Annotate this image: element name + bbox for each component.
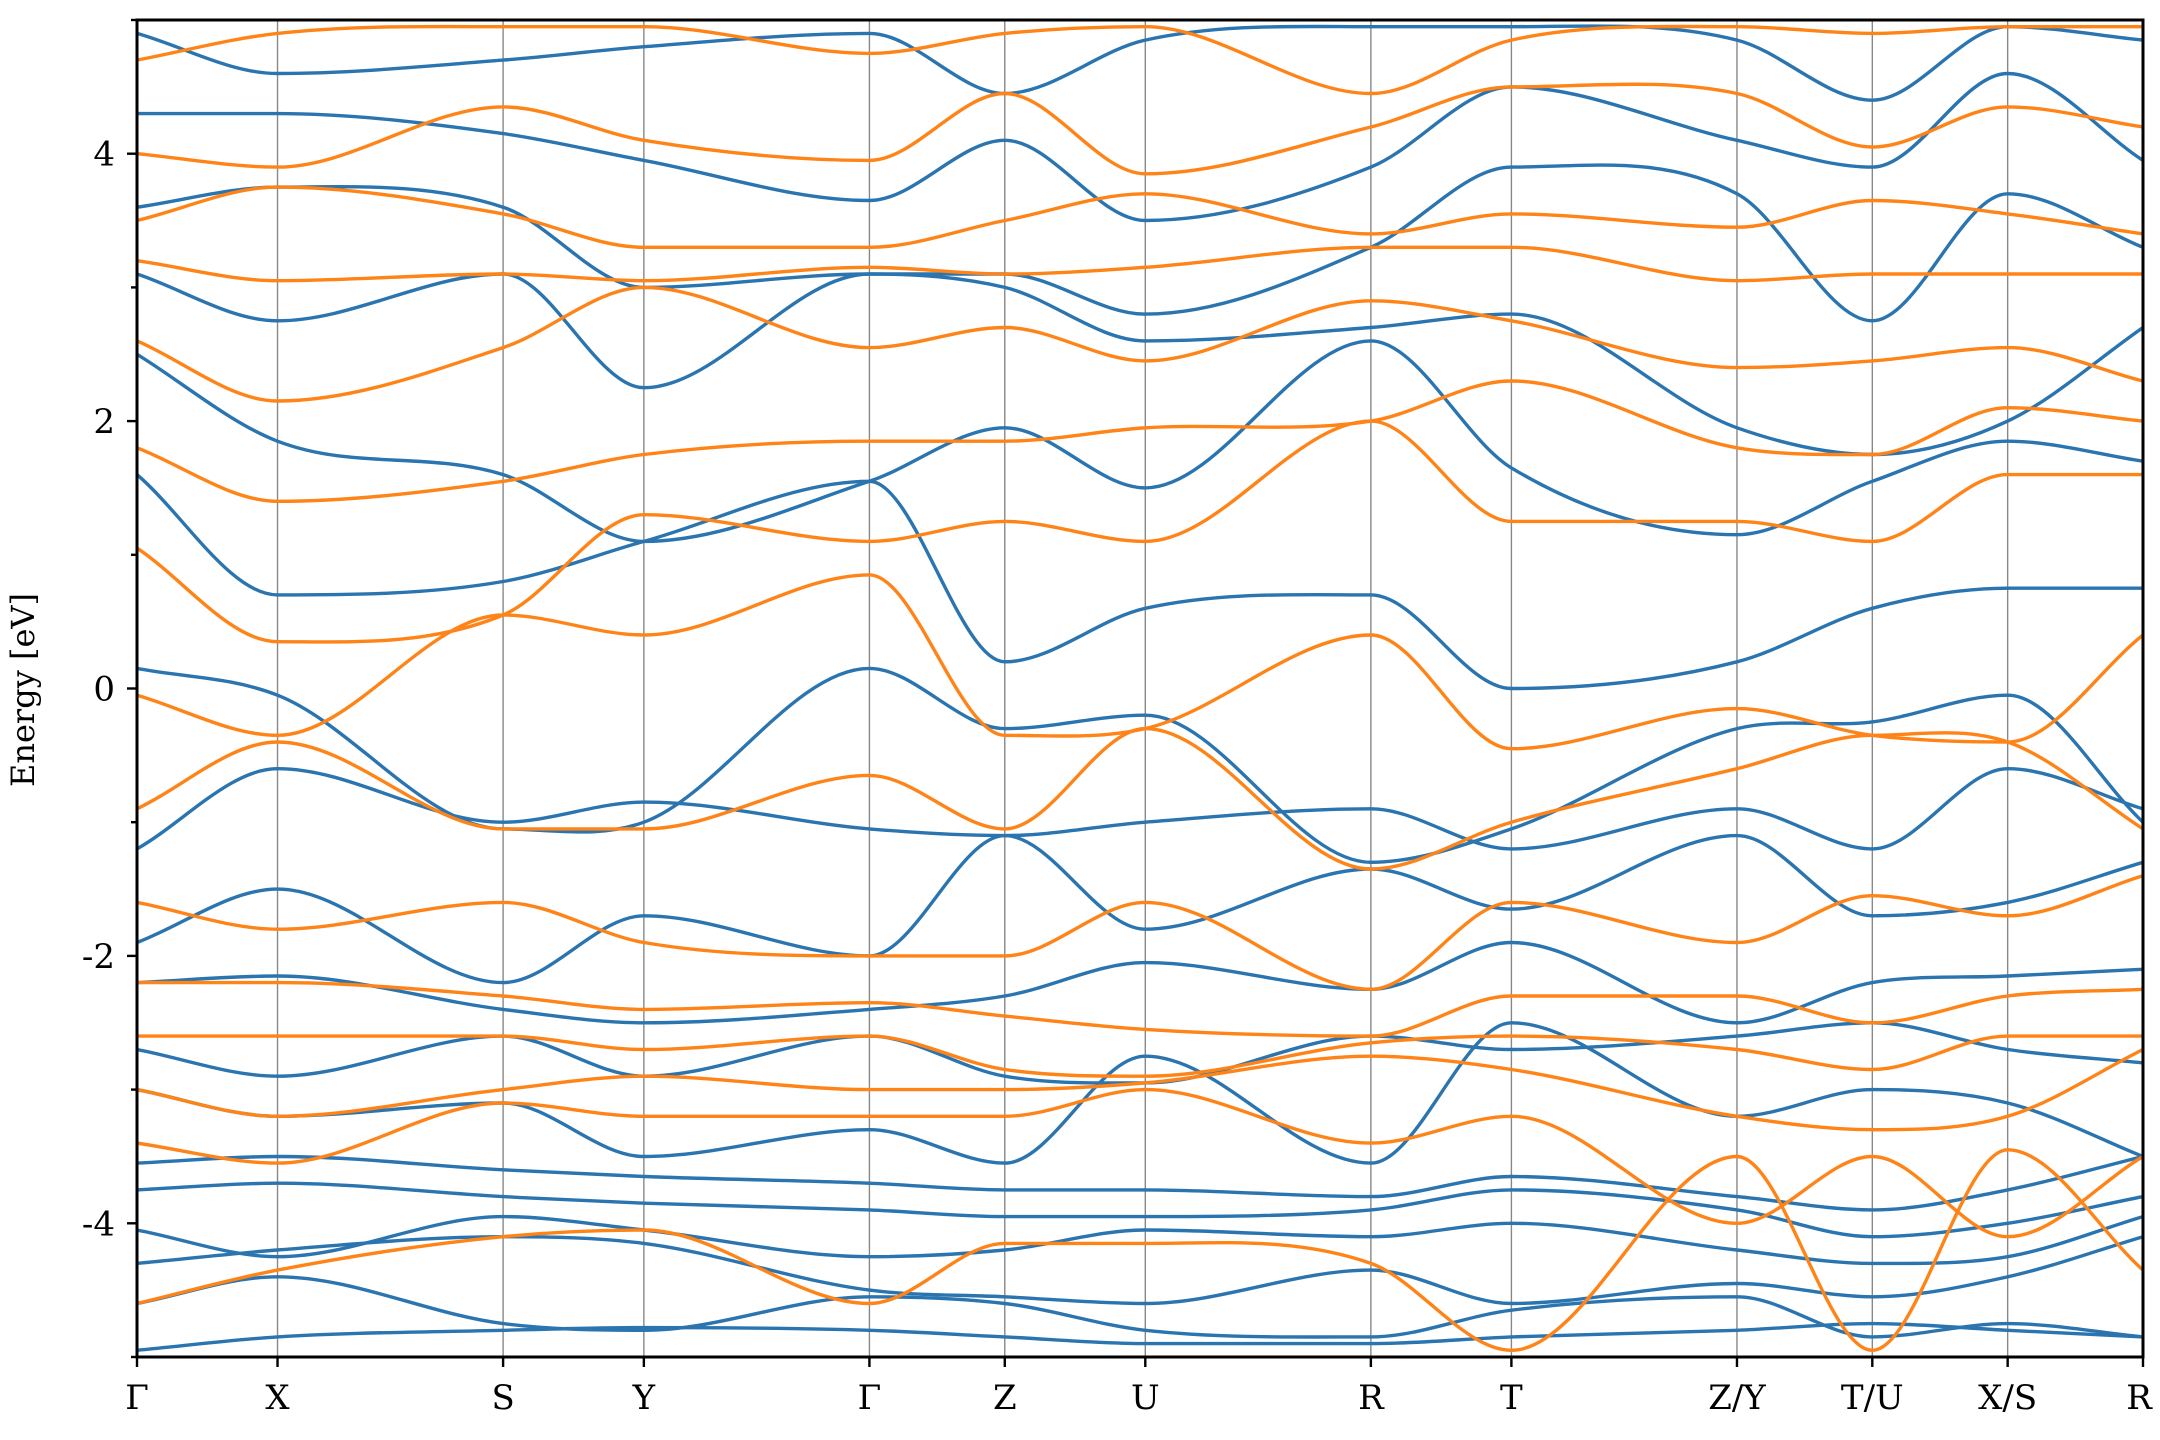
y-tick-label-4: 4 <box>93 135 115 175</box>
band-series1-12 <box>137 185 2143 249</box>
x-tick-label-8: T <box>1500 1378 1523 1418</box>
band-series1-3 <box>137 1034 2143 1078</box>
band-series1-13 <box>137 82 2143 176</box>
band-series1-14 <box>137 24 2143 96</box>
band-series0-5 <box>137 1154 2143 1212</box>
x-tick-label-11: X/S <box>1978 1378 2037 1418</box>
y-tick-label-3: 2 <box>93 402 115 442</box>
band-series0-8 <box>137 940 2143 1025</box>
band-series0-12 <box>137 472 2143 691</box>
band-series0-4 <box>137 1181 2143 1239</box>
band-series1-5 <box>137 874 2143 991</box>
kpath-lines <box>276 20 2009 1357</box>
x-tick-label-0: Γ <box>125 1378 149 1418</box>
band-series0-0 <box>137 1321 2143 1352</box>
band-series0-3 <box>137 1214 2143 1266</box>
band-series0-17 <box>137 24 2143 102</box>
band-series0-15 <box>137 163 2143 323</box>
x-tick-label-2: S <box>491 1378 514 1418</box>
x-tick-label-1: X <box>265 1378 290 1418</box>
band-series1-1 <box>137 1087 2143 1239</box>
band-series0-10 <box>137 767 2143 851</box>
y-tick-label-2: 0 <box>93 670 115 710</box>
bands <box>137 24 2143 1352</box>
y-tick-label-0: -4 <box>82 1204 115 1244</box>
band-series1-4 <box>137 980 2143 1038</box>
x-axis: Γ X S Y Γ Z U R T Z/Y T/U X/S R <box>125 1357 2153 1418</box>
band-series1-8 <box>137 419 2143 644</box>
x-tick-label-5: Z <box>993 1378 1017 1418</box>
band-series1-0 <box>137 1148 2143 1352</box>
y-axis-label: Energy [eV] <box>4 593 42 787</box>
x-tick-label-3: Y <box>632 1378 656 1418</box>
band-series1-2 <box>137 1047 2143 1132</box>
band-series1-7 <box>137 573 2143 751</box>
band-series0-16 <box>137 71 2143 223</box>
x-tick-label-12: R <box>2126 1378 2153 1418</box>
y-tick-label-1: -2 <box>82 937 115 977</box>
band-series0-9 <box>137 833 2143 985</box>
band-series1-10 <box>137 285 2143 403</box>
band-series1-9 <box>137 379 2143 503</box>
x-tick-label-7: R <box>1358 1378 1385 1418</box>
x-tick-label-4: Γ <box>858 1378 882 1418</box>
x-tick-label-10: T/U <box>1841 1378 1904 1418</box>
x-tick-label-6: U <box>1131 1378 1160 1418</box>
band-series1-11 <box>137 245 2143 283</box>
x-tick-label-9: Z/Y <box>1708 1378 1766 1418</box>
y-axis: -4 -2 0 2 4 <box>82 18 137 1359</box>
band-series0-13 <box>137 339 2143 544</box>
